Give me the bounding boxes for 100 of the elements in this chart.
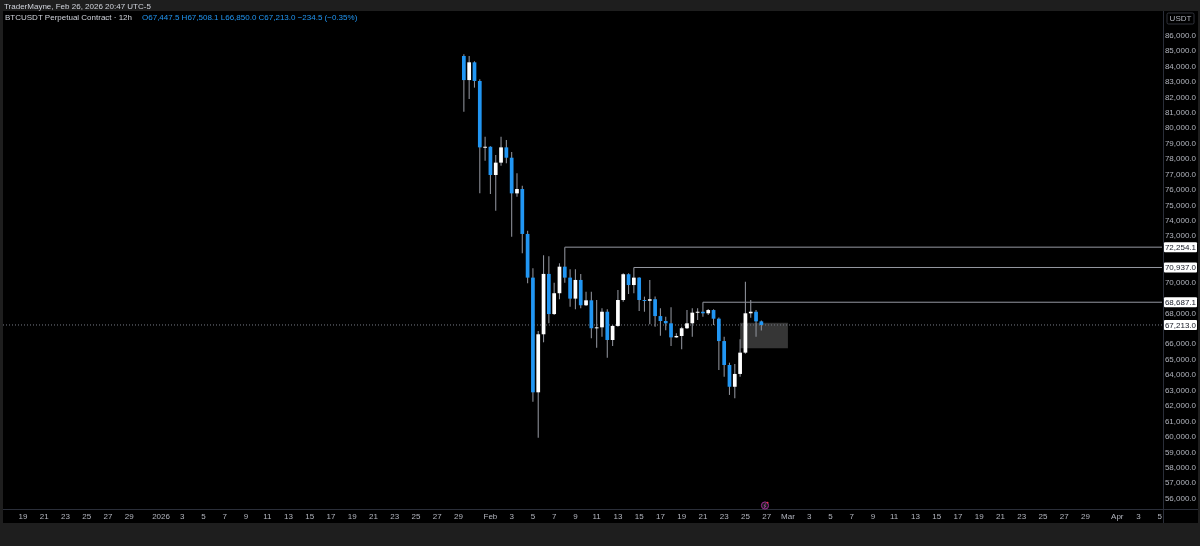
y-tick-label: 81,000.0: [1164, 107, 1197, 117]
x-tick-label: 13: [284, 511, 294, 521]
x-tick-label: 3: [806, 511, 812, 521]
x-tick-label: 9: [870, 511, 876, 521]
y-tick-label: 79,000.0: [1164, 138, 1197, 148]
x-tick-label: 29: [454, 511, 464, 521]
x-tick-label: 5: [1157, 511, 1163, 521]
data-label: 70,937.0: [1164, 263, 1197, 273]
y-tick-label: 85,000.0: [1164, 46, 1197, 56]
x-tick-label: 21: [698, 511, 708, 521]
annotation: O67,447.5 H67,508.1 L66,850.0 C67,213.0 −234.5 (−0.35%): [142, 13, 358, 22]
x-tick-label: 25: [82, 511, 92, 521]
x-tick-label: Feb: [483, 511, 498, 521]
data-label: 68,687.1: [1164, 298, 1197, 308]
x-tick-label: 25: [1038, 511, 1048, 521]
x-tick-label: 25: [411, 511, 422, 521]
x-tick-label: 9: [243, 511, 249, 521]
x-tick-label: 23: [1017, 511, 1027, 521]
candlestick: [637, 276, 642, 312]
x-tick-label: 5: [530, 511, 536, 521]
x-tick-label: 23: [719, 511, 730, 521]
x-tick-label: 7: [222, 511, 228, 521]
candlestick: [600, 307, 604, 338]
y-tick-label: 86,000.0: [1164, 30, 1197, 40]
candlestick: [493, 154, 498, 212]
candlestick: [467, 55, 472, 100]
x-tick-label: 19: [347, 511, 358, 521]
candlestick: [732, 363, 737, 399]
y-tick-label: 58,000.0: [1164, 462, 1197, 472]
y-tick-label: 62,000.0: [1164, 401, 1197, 411]
x-tick-label: 3: [180, 511, 186, 521]
y-tick-label: 80,000.0: [1164, 123, 1197, 133]
y-tick-label: 59,000.0: [1164, 447, 1197, 457]
y-tick-label: 65,000.0: [1164, 354, 1197, 364]
x-tick-label: 13: [910, 511, 921, 521]
x-tick-label: 5: [201, 511, 207, 521]
y-tick-label: 64,000.0: [1164, 370, 1197, 380]
x-tick-label: 23: [390, 511, 400, 521]
candlestick: [552, 282, 557, 316]
y-tick-label: 68,000.0: [1164, 308, 1197, 318]
ref-line-label: 67,213.0: [1164, 320, 1197, 330]
y-tick-label: 84,000.0: [1164, 61, 1197, 71]
y-tick-label: 76,000.0: [1164, 185, 1197, 195]
y-tick-label: 78,000.0: [1164, 154, 1197, 164]
x-tick-label: 27: [103, 511, 113, 521]
x-tick-label: 21: [369, 511, 379, 521]
candlestick: [647, 279, 652, 325]
candlestick: [499, 136, 503, 167]
x-tick-label: 17: [953, 511, 963, 521]
y-tick-label: 83,000.0: [1164, 77, 1197, 87]
x-tick-label: 3: [1136, 511, 1142, 521]
candlestick: [653, 296, 657, 328]
x-tick-label: 3: [509, 511, 515, 521]
x-tick-label: 9: [573, 511, 579, 521]
x-tick-label: 19: [18, 511, 28, 521]
x-tick-label: Apr: [1111, 511, 1124, 521]
x-tick-label: 19: [974, 511, 985, 521]
y-tick-label: 77,000.0: [1164, 169, 1197, 179]
x-tick-label: 19: [677, 511, 687, 521]
y-tick-label: 82,000.0: [1164, 92, 1197, 102]
candlestick: [690, 307, 695, 338]
x-tick-label: 5: [828, 511, 834, 521]
candlestick: [738, 338, 742, 378]
x-tick-label: 29: [124, 511, 135, 521]
candlestick: [679, 326, 684, 350]
y-tick-label: 70,000.0: [1164, 277, 1197, 287]
y-tick-label: 66,000.0: [1164, 339, 1197, 349]
y-tick-label: 74,000.0: [1164, 216, 1197, 226]
x-tick-label: 29: [1080, 511, 1091, 521]
candlestick: [754, 309, 758, 338]
y-tick-label: 60,000.0: [1164, 432, 1197, 442]
x-tick-label: 13: [613, 511, 623, 521]
candlestick: [685, 309, 689, 330]
x-tick-label: 27: [762, 511, 772, 521]
y-axis-title: USDT: [1169, 14, 1192, 24]
candlestick: [594, 299, 599, 349]
x-tick-label: 15: [634, 511, 645, 521]
candlestick: [722, 336, 727, 378]
y-tick-label: 57,000.0: [1164, 478, 1197, 488]
x-tick-label: 2026: [152, 511, 171, 521]
candlestick: [669, 306, 673, 347]
candlestick: [568, 268, 572, 308]
y-tick-label: 73,000.0: [1164, 231, 1197, 241]
x-tick-label: 21: [39, 511, 50, 521]
x-tick-label: 27: [1059, 511, 1070, 521]
chart-title: BTCUSDT Perpetual Contract · 12h: [5, 13, 133, 22]
x-tick-label: 15: [305, 511, 315, 521]
y-tick-label: 63,000.0: [1164, 385, 1197, 395]
y-tick-label: 61,000.0: [1164, 416, 1197, 426]
data-label: 72,254.1: [1164, 242, 1197, 252]
candlestick: [515, 172, 519, 198]
x-tick-label: 11: [592, 511, 602, 521]
x-tick-label: 21: [995, 511, 1006, 521]
x-tick-label: 27: [432, 511, 443, 521]
candlestick: [584, 291, 588, 307]
x-tick-label: 25: [740, 511, 751, 521]
x-tick-label: 23: [60, 511, 71, 521]
y-tick-label: 56,000.0: [1164, 493, 1197, 503]
y-tick-label: 75,000.0: [1164, 200, 1197, 210]
x-tick-label: 7: [551, 511, 557, 521]
